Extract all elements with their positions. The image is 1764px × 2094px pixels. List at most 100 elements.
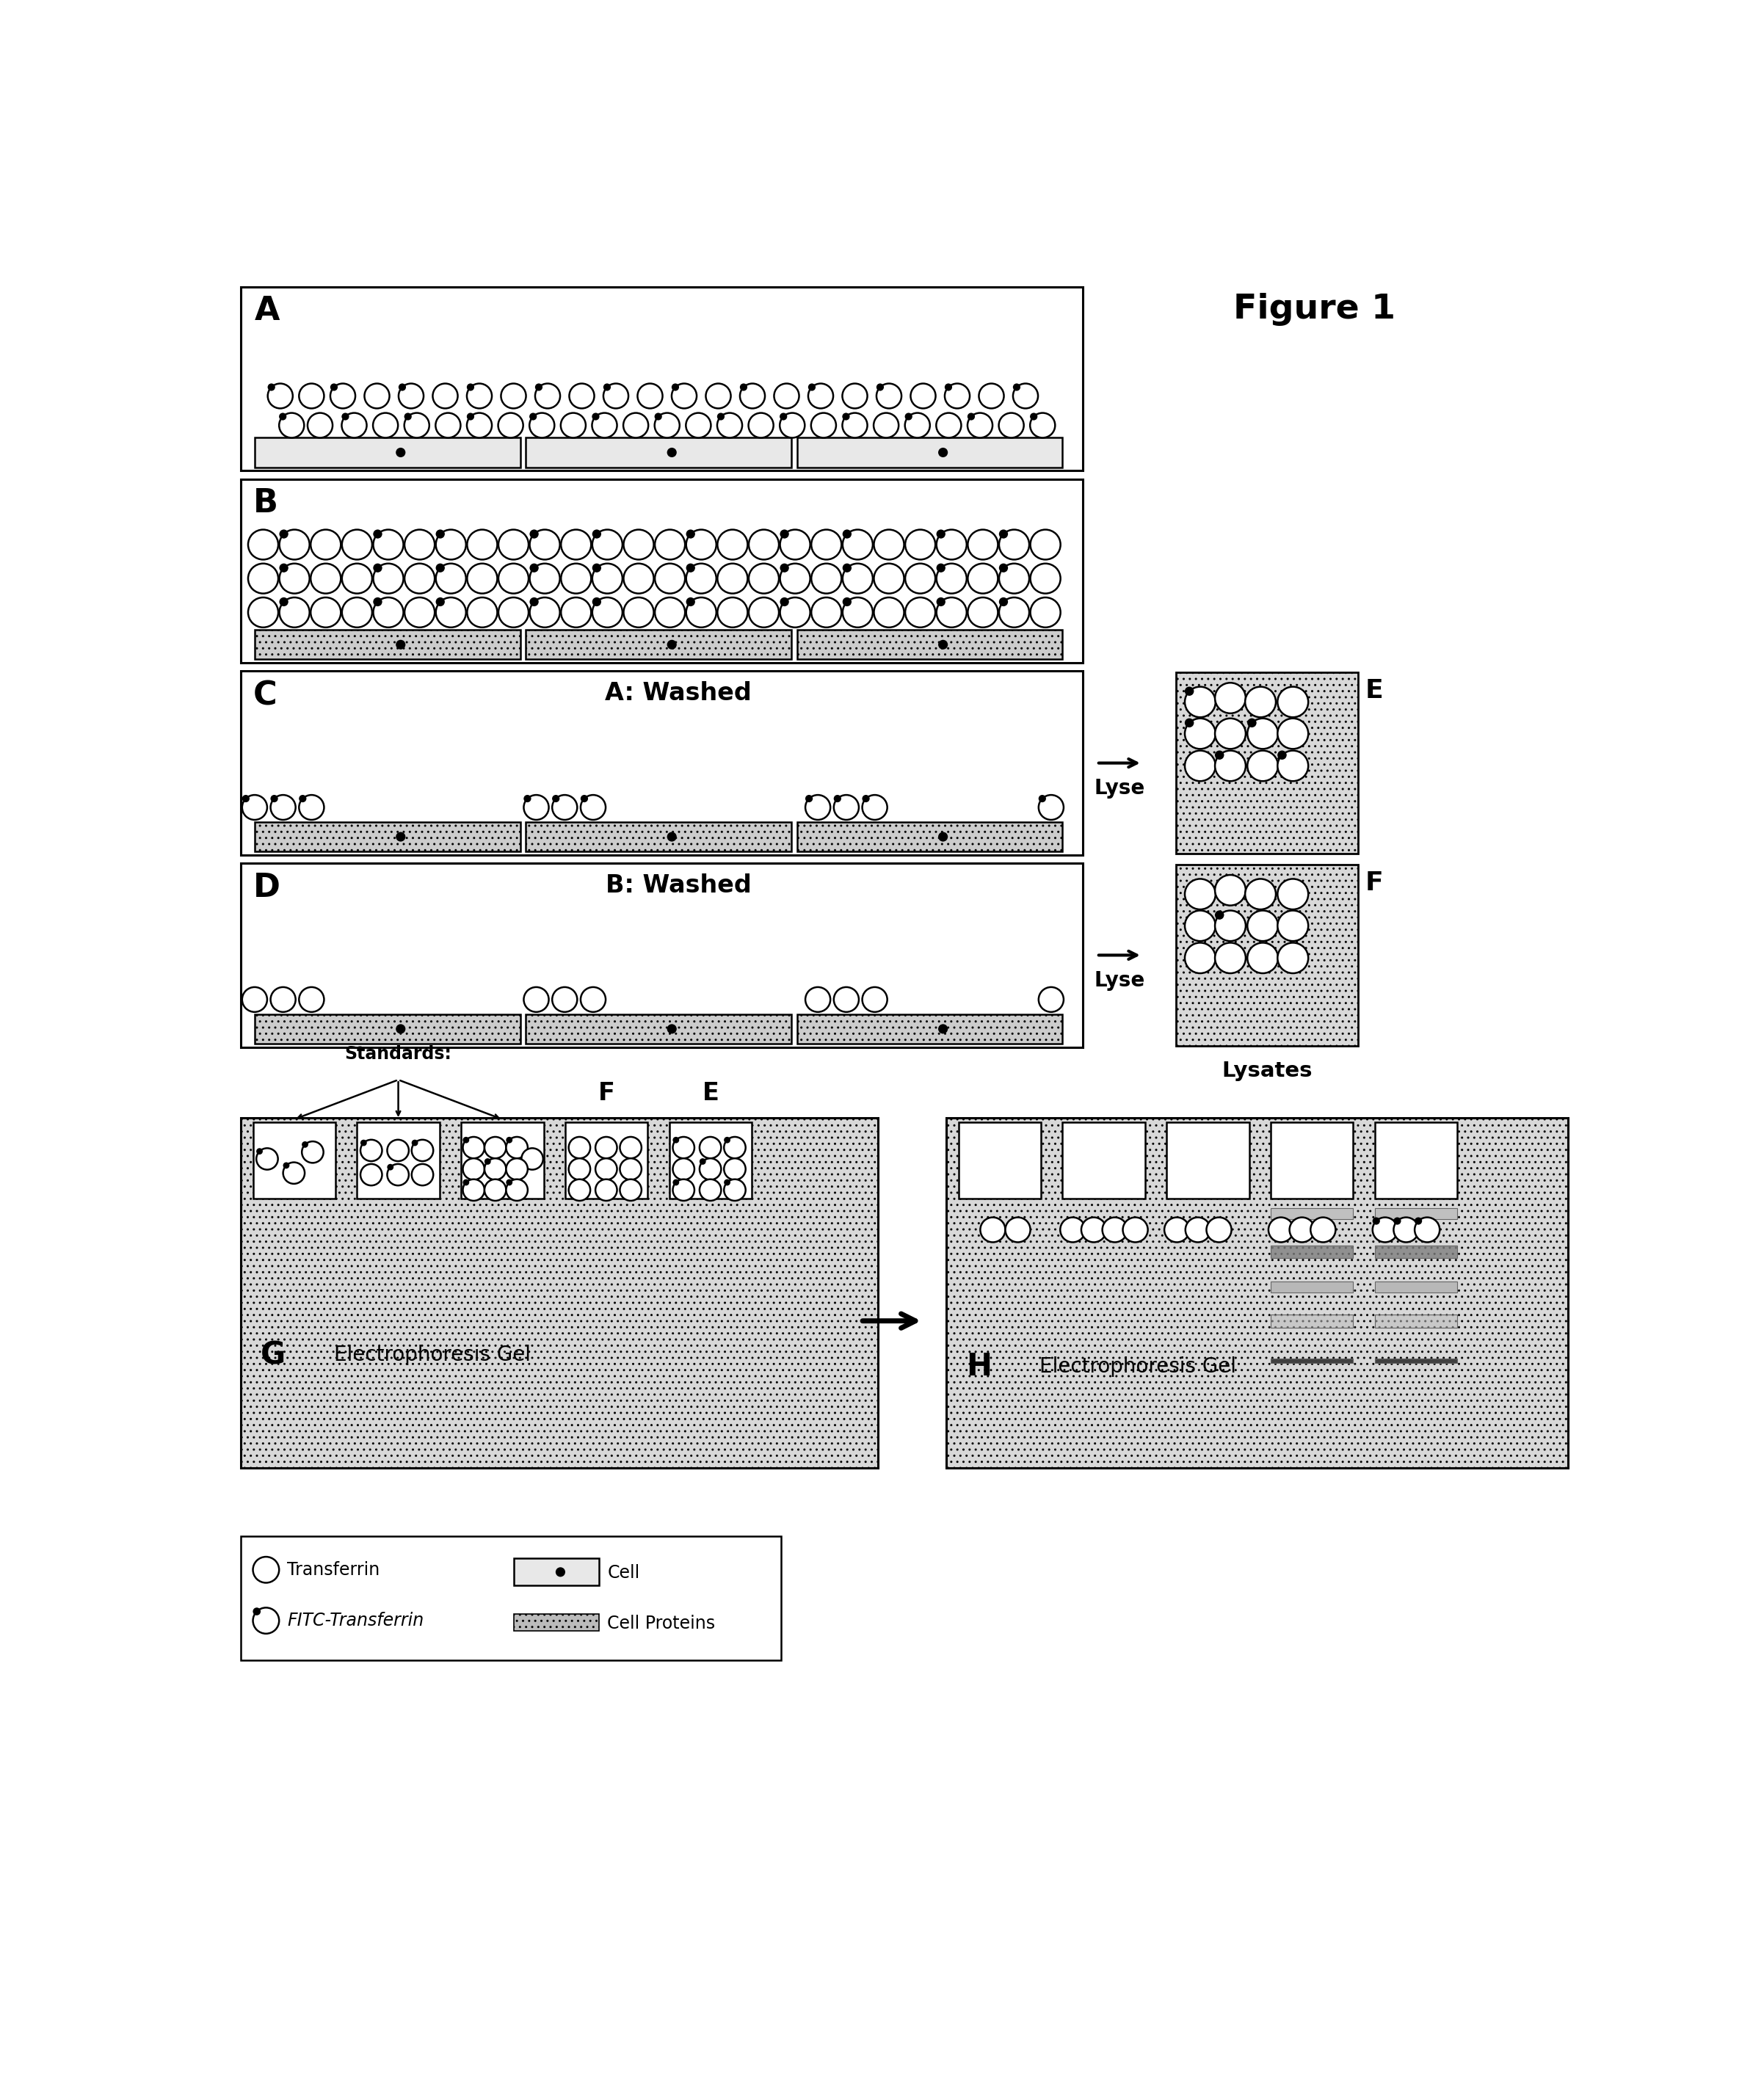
Text: F: F xyxy=(598,1081,616,1106)
Circle shape xyxy=(1185,911,1215,940)
Circle shape xyxy=(436,597,466,628)
Circle shape xyxy=(623,413,649,438)
Circle shape xyxy=(863,796,887,821)
Circle shape xyxy=(501,383,526,408)
Text: F: F xyxy=(1365,871,1383,896)
Circle shape xyxy=(780,597,789,607)
Circle shape xyxy=(596,1179,617,1200)
Bar xyxy=(240,480,1083,662)
Circle shape xyxy=(808,383,833,408)
Circle shape xyxy=(561,530,591,559)
Circle shape xyxy=(1124,1217,1148,1242)
Circle shape xyxy=(279,530,309,559)
Circle shape xyxy=(467,563,497,593)
Circle shape xyxy=(499,597,529,628)
Text: Figure 1: Figure 1 xyxy=(1233,293,1395,325)
Circle shape xyxy=(404,413,411,421)
Circle shape xyxy=(593,530,602,538)
Circle shape xyxy=(242,986,266,1011)
Circle shape xyxy=(279,597,309,628)
Text: B: Washed: B: Washed xyxy=(605,873,751,898)
Text: Standards:: Standards: xyxy=(344,1045,452,1064)
Circle shape xyxy=(706,383,730,408)
Circle shape xyxy=(342,413,367,438)
Circle shape xyxy=(561,413,586,438)
Circle shape xyxy=(877,383,901,408)
Circle shape xyxy=(593,597,623,628)
Circle shape xyxy=(506,1158,527,1179)
Circle shape xyxy=(282,1162,305,1183)
Circle shape xyxy=(524,796,549,821)
Circle shape xyxy=(843,530,852,538)
Circle shape xyxy=(568,1179,591,1200)
Circle shape xyxy=(873,413,898,438)
Circle shape xyxy=(1277,750,1286,760)
Circle shape xyxy=(395,831,406,842)
Circle shape xyxy=(718,530,748,559)
Circle shape xyxy=(672,1179,695,1200)
Circle shape xyxy=(723,1158,746,1179)
Circle shape xyxy=(834,986,859,1011)
Circle shape xyxy=(529,530,538,538)
Circle shape xyxy=(593,563,602,572)
Circle shape xyxy=(937,530,946,538)
Circle shape xyxy=(748,563,780,593)
Circle shape xyxy=(561,563,591,593)
Circle shape xyxy=(556,1566,564,1577)
Circle shape xyxy=(307,413,333,438)
Circle shape xyxy=(967,413,993,438)
Bar xyxy=(1374,1168,1457,1181)
Circle shape xyxy=(1039,796,1064,821)
Bar xyxy=(240,1118,878,1468)
Circle shape xyxy=(843,383,868,408)
Bar xyxy=(1062,1122,1145,1198)
Circle shape xyxy=(1013,383,1020,392)
Circle shape xyxy=(667,831,677,842)
Circle shape xyxy=(552,796,577,821)
Circle shape xyxy=(593,597,602,607)
Circle shape xyxy=(497,413,524,438)
Circle shape xyxy=(672,383,697,408)
Circle shape xyxy=(654,597,684,628)
Circle shape xyxy=(718,563,748,593)
Circle shape xyxy=(938,448,947,456)
Bar xyxy=(1270,1208,1353,1219)
Circle shape xyxy=(811,597,841,628)
Text: B: B xyxy=(252,488,279,519)
Bar xyxy=(1270,1168,1353,1181)
Circle shape xyxy=(843,413,868,438)
Text: Lysates: Lysates xyxy=(1222,1062,1312,1081)
Circle shape xyxy=(279,563,288,572)
Circle shape xyxy=(686,530,695,538)
Circle shape xyxy=(1277,750,1309,781)
Circle shape xyxy=(723,1137,730,1143)
Circle shape xyxy=(937,597,946,607)
Circle shape xyxy=(1277,718,1309,750)
Text: Electrophoresis Gel: Electrophoresis Gel xyxy=(1039,1357,1237,1376)
Circle shape xyxy=(998,413,1023,438)
Bar xyxy=(1374,1208,1457,1219)
Circle shape xyxy=(723,1179,730,1185)
Circle shape xyxy=(877,383,884,392)
Circle shape xyxy=(342,530,372,559)
Circle shape xyxy=(467,383,492,408)
Circle shape xyxy=(534,383,543,392)
Circle shape xyxy=(672,1158,695,1179)
Circle shape xyxy=(552,986,577,1011)
Circle shape xyxy=(252,1556,279,1583)
Circle shape xyxy=(506,1137,527,1158)
Text: C: C xyxy=(252,681,277,712)
Circle shape xyxy=(739,383,766,408)
Circle shape xyxy=(686,563,716,593)
Bar xyxy=(564,1122,647,1198)
Circle shape xyxy=(404,563,434,593)
Circle shape xyxy=(593,563,623,593)
Bar xyxy=(1374,1282,1457,1292)
Circle shape xyxy=(1215,875,1245,905)
Circle shape xyxy=(654,413,662,421)
Circle shape xyxy=(863,986,887,1011)
Circle shape xyxy=(568,1158,591,1179)
Text: Electrophoresis Gel: Electrophoresis Gel xyxy=(335,1344,531,1365)
Circle shape xyxy=(998,530,1007,538)
Circle shape xyxy=(968,530,998,559)
